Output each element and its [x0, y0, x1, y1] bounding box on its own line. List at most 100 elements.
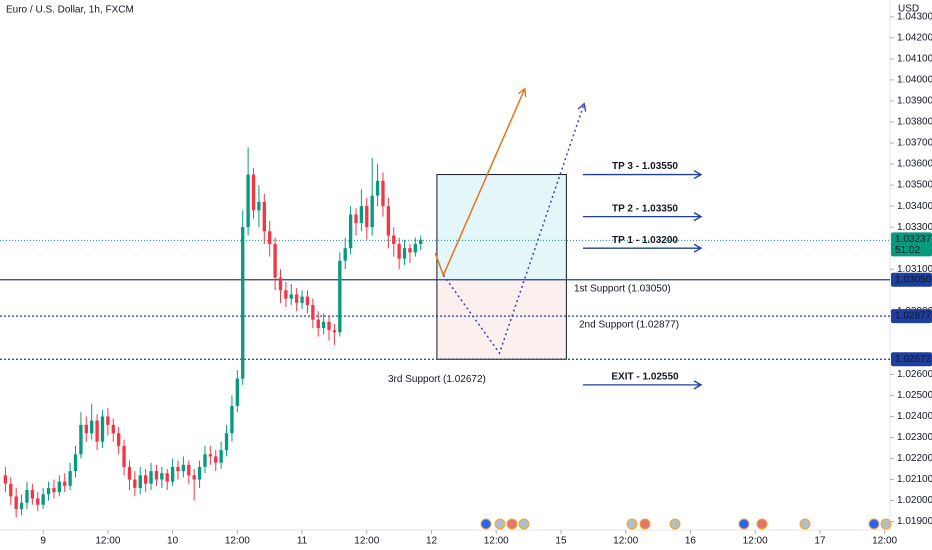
current-price-badge — [891, 232, 932, 257]
candle-body — [187, 464, 191, 476]
candle-body — [316, 319, 320, 329]
y-tick-label: 1.02100 — [897, 474, 932, 485]
y-tick-label: 1.02400 — [897, 411, 932, 422]
x-tick-label: 12:00 — [484, 536, 509, 547]
candle-body — [219, 450, 223, 463]
candle-body — [214, 456, 218, 463]
event-icons — [480, 518, 892, 530]
countdown-label: 51:02 — [895, 245, 920, 256]
candle-body — [165, 473, 169, 482]
event-icon — [799, 518, 811, 530]
candle-body — [138, 475, 142, 488]
candle-body — [25, 490, 29, 503]
candle-body — [402, 248, 407, 259]
candle-body — [268, 231, 272, 244]
candle-body — [68, 471, 72, 486]
x-tick-label: 12:00 — [354, 536, 379, 547]
candle-body — [359, 206, 364, 223]
x-tick-label: 12:00 — [743, 536, 768, 547]
event-icon — [506, 518, 518, 530]
loss-zone — [436, 279, 567, 360]
candle-body — [262, 201, 266, 232]
candle-body — [154, 471, 159, 480]
candle-body — [57, 481, 62, 493]
candle-body — [106, 416, 110, 425]
candle-body — [143, 475, 148, 484]
event-icon — [756, 518, 768, 530]
event-icon — [518, 518, 530, 530]
event-icon — [868, 518, 880, 530]
x-tick-label: 10 — [167, 536, 179, 547]
candle-body — [122, 445, 126, 467]
candle-body — [203, 454, 207, 467]
candle-body — [397, 243, 401, 259]
candle-body — [160, 473, 164, 480]
y-tick-label: 1.03300 — [897, 222, 932, 233]
target-label: EXIT - 1.02550 — [611, 372, 679, 383]
y-tick-label: 1.02200 — [897, 453, 932, 464]
candle-body — [311, 304, 315, 320]
projection-path — [442, 102, 587, 355]
event-icon — [738, 518, 750, 530]
candle-body — [127, 466, 132, 480]
x-tick-label: 12 — [426, 536, 438, 547]
event-icon — [669, 518, 681, 530]
candle-body — [170, 466, 175, 482]
candle-body — [63, 481, 67, 486]
candle-body — [52, 487, 56, 493]
currency-label: USD — [898, 4, 919, 15]
x-tick-label: 12:00 — [613, 536, 638, 547]
candle-body — [321, 321, 326, 329]
candle-body — [246, 174, 250, 228]
candle-body — [181, 464, 186, 472]
y-tick-label: 1.04300 — [897, 11, 932, 22]
event-icon — [626, 518, 638, 530]
y-tick-label: 1.03600 — [897, 159, 932, 170]
candle-body — [230, 405, 234, 434]
candle-body — [36, 498, 40, 505]
candle-body — [348, 214, 353, 249]
price-badge — [891, 309, 932, 324]
candle-body — [365, 206, 369, 228]
candle-body — [3, 475, 8, 484]
candle-body — [419, 239, 423, 244]
candle-body — [176, 466, 180, 472]
support-note: 1st Support (1.03050) — [574, 283, 671, 294]
target-label: TP 2 - 1.03350 — [612, 203, 678, 214]
candle-body — [149, 471, 153, 484]
candle-body — [413, 243, 418, 253]
y-tick-label: 1.04200 — [897, 32, 932, 43]
y-tick-label: 1.03700 — [897, 138, 932, 149]
target-label: TP 1 - 1.03200 — [612, 235, 678, 246]
y-tick-label: 1.04000 — [897, 75, 932, 86]
y-tick-label: 1.01900 — [897, 516, 932, 527]
candle-body — [14, 496, 18, 509]
candle-body — [116, 433, 121, 446]
y-tick-label: 1.04100 — [897, 54, 932, 65]
candle-body — [90, 420, 94, 434]
candle-body — [192, 475, 196, 480]
price-badge-label: 1.02877 — [895, 311, 932, 322]
y-tick-label: 1.03900 — [897, 96, 932, 107]
candle-body — [41, 494, 45, 505]
candle-body — [251, 174, 256, 211]
candle-body — [338, 260, 342, 333]
price-badge — [891, 272, 932, 287]
y-tick-label: 1.03400 — [897, 201, 932, 212]
chart-title: Euro / U.S. Dollar, 1h, FXCM — [6, 5, 134, 16]
candle-body — [354, 214, 358, 223]
candle-body — [294, 294, 299, 303]
candle-body — [381, 180, 385, 207]
candle-body — [9, 483, 13, 497]
event-icon — [639, 518, 651, 530]
candle-body — [19, 502, 24, 509]
candle-body — [386, 206, 391, 236]
y-tick-label: 1.03100 — [897, 264, 932, 275]
candle-body — [392, 235, 396, 244]
candle-body — [257, 201, 261, 211]
candle-body — [197, 466, 202, 480]
y-tick-label: 1.02000 — [897, 495, 932, 506]
candle-body — [278, 277, 283, 291]
candle-body — [370, 195, 374, 228]
y-tick-label: 1.03800 — [897, 117, 932, 128]
